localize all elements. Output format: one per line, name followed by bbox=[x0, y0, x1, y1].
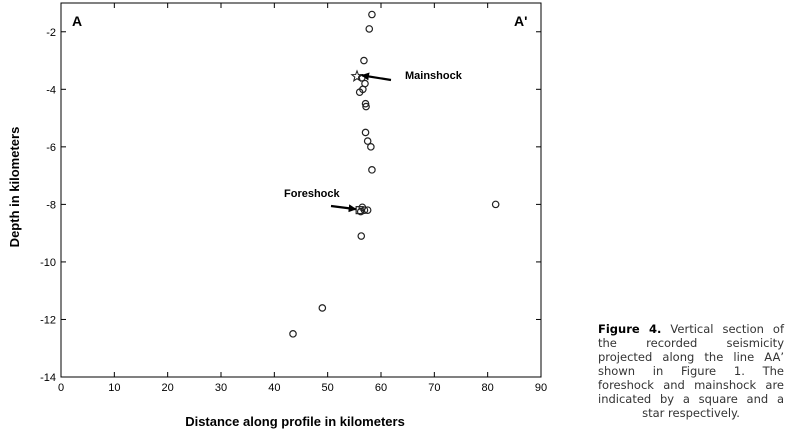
plot-frame bbox=[60, 2, 542, 378]
y-tick-label: -8 bbox=[46, 199, 56, 211]
data-point bbox=[289, 330, 297, 338]
data-point bbox=[365, 25, 374, 33]
data-point bbox=[363, 206, 372, 214]
x-axis-title: Distance along profile in kilometers bbox=[185, 414, 405, 429]
data-point bbox=[356, 207, 365, 216]
data-point bbox=[368, 10, 376, 19]
mainshock-star-marker bbox=[350, 69, 364, 82]
x-tick-label: 30 bbox=[215, 382, 227, 394]
x-tick-label: 40 bbox=[268, 382, 280, 394]
foreshock-arrow bbox=[330, 204, 357, 213]
figure-caption: Figure 4. Vertical section of the record… bbox=[598, 322, 784, 420]
y-axis-title: Depth in kilometers bbox=[7, 127, 22, 248]
corner-label-a: A bbox=[72, 13, 82, 29]
x-tick-label: 80 bbox=[482, 382, 494, 394]
x-tick-label: 60 bbox=[375, 382, 387, 394]
x-tick-label: 0 bbox=[58, 382, 64, 394]
data-point bbox=[368, 166, 376, 174]
mainshock-arrow bbox=[361, 72, 392, 82]
caption-text: Vertical section of the recorded seismic… bbox=[598, 322, 785, 420]
data-point bbox=[355, 88, 364, 96]
caption-figure-label: Figure 4. bbox=[598, 322, 662, 336]
corner-label-a-prime: A' bbox=[514, 13, 527, 29]
foreshock-label: Foreshock bbox=[284, 188, 341, 200]
x-tick-label: 90 bbox=[535, 382, 547, 394]
y-tick-label: -2 bbox=[46, 27, 56, 39]
y-tick-label: -10 bbox=[40, 257, 56, 269]
y-tick-label: -12 bbox=[40, 314, 56, 326]
x-tick-label: 20 bbox=[162, 382, 174, 394]
x-tick-label: 50 bbox=[322, 382, 334, 394]
data-point bbox=[361, 128, 370, 137]
x-tick-label: 10 bbox=[108, 382, 120, 394]
y-tick-label: -14 bbox=[40, 372, 56, 384]
data-point bbox=[318, 304, 327, 312]
mainshock-label: Mainshock bbox=[405, 70, 463, 82]
x-tick-label: 70 bbox=[428, 382, 440, 394]
y-tick-label: -4 bbox=[46, 84, 56, 96]
data-point bbox=[361, 99, 370, 108]
data-point bbox=[357, 232, 366, 240]
data-point bbox=[360, 206, 369, 214]
y-tick-label: -6 bbox=[46, 142, 56, 154]
data-point bbox=[367, 143, 375, 151]
data-point bbox=[363, 137, 372, 145]
data-point bbox=[362, 102, 370, 111]
data-point bbox=[360, 56, 368, 65]
data-point bbox=[491, 200, 500, 209]
